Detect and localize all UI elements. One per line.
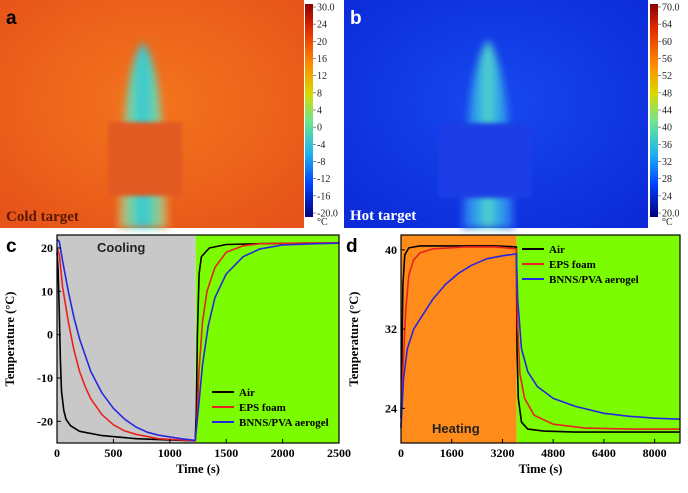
region-ambient <box>516 235 680 443</box>
panel-label-c: c <box>6 236 17 257</box>
legend-label-eps: EPS foam <box>549 259 596 271</box>
colorbar-a-scale <box>305 4 313 217</box>
y-tick-label: 0 <box>47 328 53 342</box>
x-tick-label: 8000 <box>643 446 667 460</box>
y-tick-label: -20 <box>37 414 53 428</box>
series-air <box>400 245 680 433</box>
colorbar-b-tick-label: 70.0 <box>662 3 680 14</box>
panel-label-d: d <box>346 236 358 257</box>
colorbar-a-tick-label: -12 <box>317 174 330 185</box>
series-eps <box>400 246 680 430</box>
colorbar-b: 70.0 64 60 56 52 48 44 40 36 32 28 24 20.0°C <box>650 3 680 228</box>
caption-hot-target: Hot target <box>350 208 416 224</box>
region-ambient <box>195 235 339 443</box>
colorbar-b-tick-label: 40 <box>662 123 672 134</box>
panel-label-b: b <box>350 8 362 29</box>
colorbar-a-tick-label: -16 <box>317 191 330 202</box>
x-tick-label: 1000 <box>158 446 182 460</box>
plot-frame <box>56 234 340 444</box>
colorbar-a-tick-label: 30.0 <box>317 3 335 14</box>
colorbar-a-tick-label: -8 <box>317 157 325 168</box>
colorbar-b-tick-label: 28 <box>662 174 672 185</box>
x-axis-label: Time (s) <box>176 462 220 476</box>
colorbar-b-scale <box>650 4 658 217</box>
colorbar-b-tick-label: 36 <box>662 140 672 151</box>
colorbar-a-tick-label: 24 <box>317 20 327 31</box>
colorbar-a-tick-label: 4 <box>317 106 322 117</box>
legend-label-bnns: BNNS/PVA aerogel <box>239 417 329 429</box>
region-label: Heating <box>432 421 480 436</box>
insulation-block <box>438 123 531 198</box>
y-tick-label: 32 <box>385 322 397 336</box>
region-label: Cooling <box>97 240 145 255</box>
x-tick-label: 6400 <box>592 446 616 460</box>
x-tick-label: 2000 <box>271 446 295 460</box>
panel-label-a: a <box>6 8 17 29</box>
caption-cold-target: Cold target <box>6 209 79 225</box>
y-tick-label: 24 <box>385 401 397 415</box>
colorbar-b-tick-label: 24 <box>662 191 672 202</box>
colorbar-b-tick-label: 52 <box>662 71 672 82</box>
colorbar-b-tick-label: 32 <box>662 157 672 168</box>
colorbar-a-tick-label: 12 <box>317 71 327 82</box>
legend-label-bnns: BNNS/PVA aerogel <box>549 274 639 286</box>
panel-a-thermal-image: Cold target a <box>0 0 304 228</box>
x-tick-label: 4800 <box>541 446 565 460</box>
colorbar-b-tick-label: 64 <box>662 20 672 31</box>
panel-b-thermal-image: Hot target b <box>344 0 648 228</box>
series-eps <box>56 242 340 442</box>
colorbar-b-tick-label: 44 <box>662 106 672 117</box>
colorbar-a-tick-label: 8 <box>317 88 322 99</box>
legend-label-air: Air <box>239 387 255 399</box>
region-heating <box>401 235 517 443</box>
colorbar-b-unit: °C <box>662 217 673 228</box>
y-tick-label: 40 <box>385 243 397 257</box>
colorbar-a-tick-label: -20.0 <box>317 209 338 220</box>
colorbar-a-unit: °C <box>317 217 328 228</box>
legend-label-air: Air <box>549 244 565 256</box>
colorbar-a-tick-label: 0 <box>317 123 322 134</box>
colorbar-b-tick-label: 20.0 <box>662 209 680 220</box>
insulation-block <box>108 122 182 196</box>
x-tick-label: 500 <box>104 446 122 460</box>
series-bnns <box>400 253 681 429</box>
x-tick-label: 1500 <box>214 446 238 460</box>
chart-c-cooling: Cooling 0 500 1000 1500 2000 2500 -20 -10 0 10 20 Ti… <box>3 234 351 476</box>
colorbar-a-tick-label: 16 <box>317 54 327 65</box>
plot-frame <box>400 234 681 444</box>
colorbar-b-tick-label: 48 <box>662 88 672 99</box>
colorbar-a: 30.0 24 20 16 12 8 4 0 -4 -8 -12 -16 -20.0°C <box>305 3 338 228</box>
x-tick-label: 0 <box>398 446 404 460</box>
x-tick-label: 3200 <box>490 446 514 460</box>
y-tick-label: 20 <box>41 241 53 255</box>
series-air <box>56 242 339 442</box>
y-tick-label: 10 <box>41 284 53 298</box>
x-axis-label: Time (s) <box>519 462 563 476</box>
x-tick-label: 0 <box>54 446 60 460</box>
y-tick-label: -10 <box>37 371 53 385</box>
region-cooling <box>57 235 196 443</box>
x-tick-label: 2500 <box>327 446 351 460</box>
series-bnns <box>56 238 340 442</box>
x-tick-label: 1600 <box>440 446 464 460</box>
chart-d-heating: Heating 0 1600 3200 4800 6400 8000 24 32 40 Time (… <box>347 234 681 476</box>
y-axis-label: Temperature (°C) <box>347 292 361 387</box>
colorbar-b-tick-label: 56 <box>662 54 672 65</box>
y-axis-label: Temperature (°C) <box>3 292 17 387</box>
colorbar-a-tick-label: 20 <box>317 37 327 48</box>
colorbar-a-tick-label: -4 <box>317 140 325 151</box>
legend-label-eps: EPS foam <box>239 402 286 414</box>
colorbar-b-tick-label: 60 <box>662 37 672 48</box>
